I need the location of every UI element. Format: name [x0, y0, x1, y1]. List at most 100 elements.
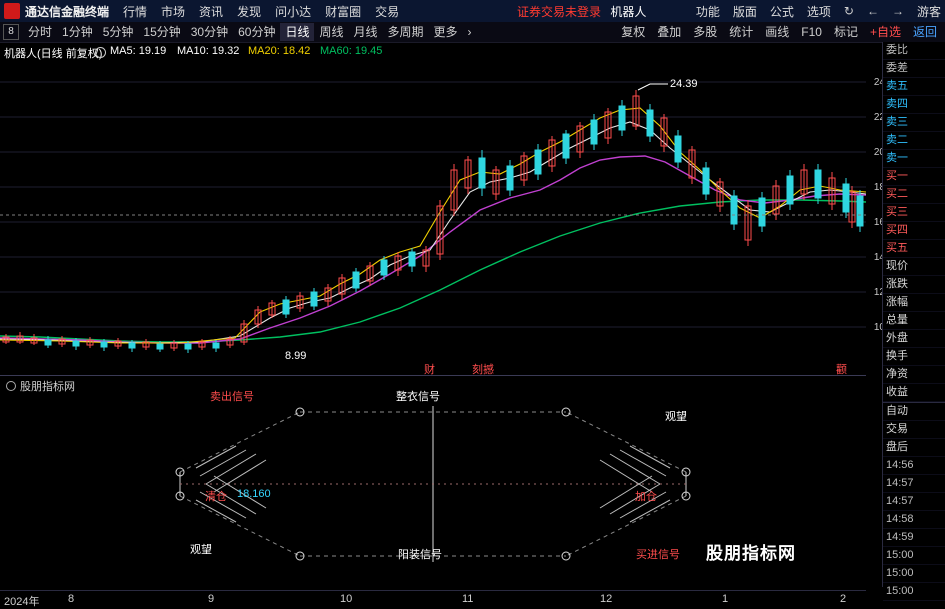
period-toolbar: 8 分时 1分钟 5分钟 15分钟 30分钟 60分钟 日线 周线 月线 多周期…	[0, 22, 945, 43]
ma20-line	[0, 155, 866, 344]
auto-button[interactable]: 自动	[883, 403, 945, 421]
trade-button[interactable]: 交易	[883, 421, 945, 439]
panel-divider	[883, 402, 945, 403]
tool-biaoji[interactable]: 标记	[833, 25, 858, 39]
tool-huaxian[interactable]: 画线	[765, 25, 790, 39]
watermark-text: 股朋指标网	[706, 544, 796, 563]
signal-label-sell: 卖出信号	[210, 391, 254, 403]
menu-item-zixun[interactable]: 资讯	[199, 4, 224, 19]
tool-f10[interactable]: F10	[801, 25, 822, 39]
menu-item-gongneng[interactable]: 功能	[695, 4, 720, 19]
current-price-row: 现价	[883, 258, 945, 276]
tick-time-3: 14:57	[883, 493, 945, 511]
indicator-subchart[interactable]: 卖出信号 整衣信号 观望 清仓 18.160 加仓 观望 阳装信号 买进信号 股…	[0, 375, 866, 592]
sell-1-row[interactable]: 卖一	[883, 150, 945, 168]
menu-item-faxian[interactable]: 发现	[237, 4, 262, 19]
ma20-legend: MA20: 18.42	[248, 45, 311, 57]
tool-diejia[interactable]: 叠加	[657, 25, 682, 39]
ytick-16: 16	[873, 217, 885, 228]
refresh-icon[interactable]: ↻	[843, 4, 854, 18]
sell-4-row[interactable]: 卖四	[883, 96, 945, 114]
menu-item-caifuquan[interactable]: 财富圈	[325, 4, 362, 19]
change-row: 涨跌	[883, 276, 945, 294]
tick-time-6: 15:00	[883, 547, 945, 565]
tick-time-5: 14:59	[883, 529, 945, 547]
weicha-row: 委差	[883, 60, 945, 78]
sell-5-row[interactable]: 卖五	[883, 78, 945, 96]
hatch-bottom-right	[599, 475, 671, 523]
settings-dot-icon[interactable]	[95, 47, 106, 58]
period-5min[interactable]: 5分钟	[102, 25, 134, 39]
signal-label-watch-top: 观望	[665, 411, 687, 423]
top-menu-items: 行情 市场 资讯 发现 问小达 财富圈 交易	[123, 3, 399, 20]
order-book-panel: 委比 委差 卖五 卖四 卖三 卖二 卖一 买一 买二 买三 买四 买五 现价 涨…	[882, 42, 945, 601]
ytick-22: 22	[873, 112, 885, 123]
period-fenshi[interactable]: 分时	[28, 25, 53, 39]
tool-duogu[interactable]: 多股	[693, 25, 718, 39]
tool-add-favorite[interactable]: +自选	[869, 25, 901, 39]
grid-layout-button[interactable]: 8	[3, 24, 19, 40]
volume-row: 总量	[883, 312, 945, 330]
buy-4-row[interactable]: 买四	[883, 222, 945, 240]
ytick-24: 24	[873, 77, 885, 88]
subchart-title-text: 股朋指标网	[20, 381, 75, 393]
sell-3-row[interactable]: 卖三	[883, 114, 945, 132]
tick-time-7: 15:00	[883, 565, 945, 583]
login-warning-text: 证券交易未登录	[517, 5, 602, 19]
turnover-row: 换手	[883, 348, 945, 366]
signal-label-buy: 买进信号	[636, 549, 680, 561]
period-15min[interactable]: 15分钟	[143, 25, 181, 39]
overlay-label-cai: 财	[424, 364, 435, 376]
menu-item-jiaoyi[interactable]: 交易	[375, 4, 400, 19]
menu-item-wenxiaoda[interactable]: 问小达	[275, 4, 312, 19]
price-gridlines	[0, 81, 866, 328]
xtick-12: 12	[600, 593, 613, 605]
tool-return[interactable]: 返回	[912, 25, 937, 39]
top-right-menu: 功能 版面 公式 选项 ↻ ← → 游客	[696, 0, 941, 22]
period-more[interactable]: 更多	[433, 25, 458, 39]
ma10-line	[0, 121, 866, 344]
xtick-9: 9	[208, 593, 215, 605]
period-daily[interactable]: 日线	[280, 23, 315, 41]
back-arrow-icon[interactable]: ←	[866, 4, 879, 18]
menu-item-banmian[interactable]: 版面	[732, 4, 757, 19]
signal-label-zhengyi: 整衣信号	[396, 391, 440, 403]
indicator-svg	[175, 406, 691, 562]
signal-value-price: 18.160	[237, 488, 271, 500]
earnings-row: 收益	[883, 384, 945, 402]
buy-5-row[interactable]: 买五	[883, 240, 945, 258]
xtick-1: 1	[722, 593, 729, 605]
ytick-10: 10	[873, 322, 885, 333]
weibi-row: 委比	[883, 42, 945, 60]
tick-time-2: 14:57	[883, 475, 945, 493]
period-multi[interactable]: 多周期	[387, 25, 424, 39]
subchart-title: 股朋指标网	[6, 378, 75, 394]
tool-tongji[interactable]: 统计	[729, 25, 754, 39]
buy-2-row[interactable]: 买二	[883, 186, 945, 204]
guest-label[interactable]: 游客	[916, 4, 941, 19]
tool-fuquan[interactable]: 复权	[621, 25, 646, 39]
menu-item-hangqing[interactable]: 行情	[123, 4, 148, 19]
subchart-settings-icon[interactable]	[6, 381, 16, 391]
app-brand-title: 通达信金融终端	[25, 4, 110, 19]
period-1min[interactable]: 1分钟	[62, 25, 93, 39]
signal-label-yangzhuang: 阳装信号	[398, 549, 442, 561]
tick-time-4: 14:58	[883, 511, 945, 529]
period-60min[interactable]: 60分钟	[238, 25, 276, 39]
sell-2-row[interactable]: 卖二	[883, 132, 945, 150]
menu-item-xuanxiang[interactable]: 选项	[806, 4, 831, 19]
period-weekly[interactable]: 周线	[319, 25, 344, 39]
period-monthly[interactable]: 月线	[353, 25, 378, 39]
chevron-right-icon[interactable]: ›	[467, 25, 472, 39]
buy-1-row[interactable]: 买一	[883, 168, 945, 186]
buy-3-row[interactable]: 买三	[883, 204, 945, 222]
menu-item-gongshi[interactable]: 公式	[769, 4, 794, 19]
forward-arrow-icon[interactable]: →	[891, 4, 904, 18]
menu-item-shichang[interactable]: 市场	[161, 4, 186, 19]
main-price-chart[interactable]: 24.39 8.99 财 刻撼 颧	[0, 60, 866, 376]
signal-label-add: 加仓	[635, 491, 657, 503]
stock-name-label: 机器人	[610, 5, 647, 19]
after-hours-button[interactable]: 盘后	[883, 439, 945, 457]
period-30min[interactable]: 30分钟	[190, 25, 229, 39]
